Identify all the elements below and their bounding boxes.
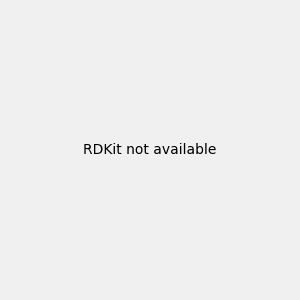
- Text: RDKit not available: RDKit not available: [83, 143, 217, 157]
